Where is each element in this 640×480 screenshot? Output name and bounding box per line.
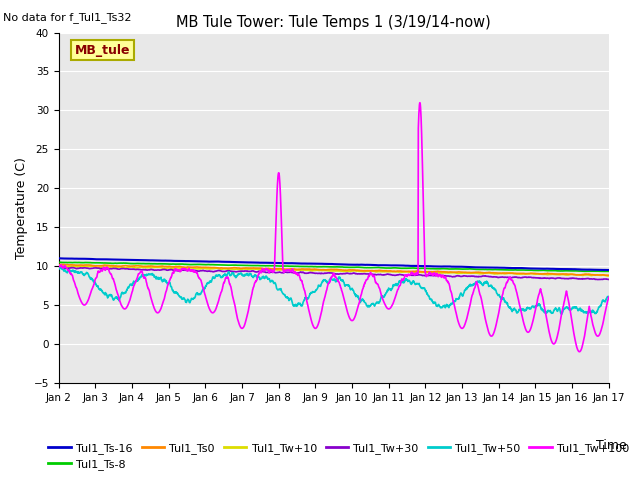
Text: MB_tule: MB_tule	[75, 44, 131, 57]
Text: Time: Time	[596, 439, 627, 452]
Title: MB Tule Tower: Tule Temps 1 (3/19/14-now): MB Tule Tower: Tule Temps 1 (3/19/14-now…	[177, 15, 491, 30]
Text: No data for f_Tul1_Ts32: No data for f_Tul1_Ts32	[3, 12, 132, 23]
Y-axis label: Temperature (C): Temperature (C)	[15, 157, 28, 259]
Legend: Tul1_Ts-16, Tul1_Ts-8, Tul1_Ts0, Tul1_Tw+10, Tul1_Tw+30, Tul1_Tw+50, Tul1_Tw+100: Tul1_Ts-16, Tul1_Ts-8, Tul1_Ts0, Tul1_Tw…	[44, 438, 634, 474]
